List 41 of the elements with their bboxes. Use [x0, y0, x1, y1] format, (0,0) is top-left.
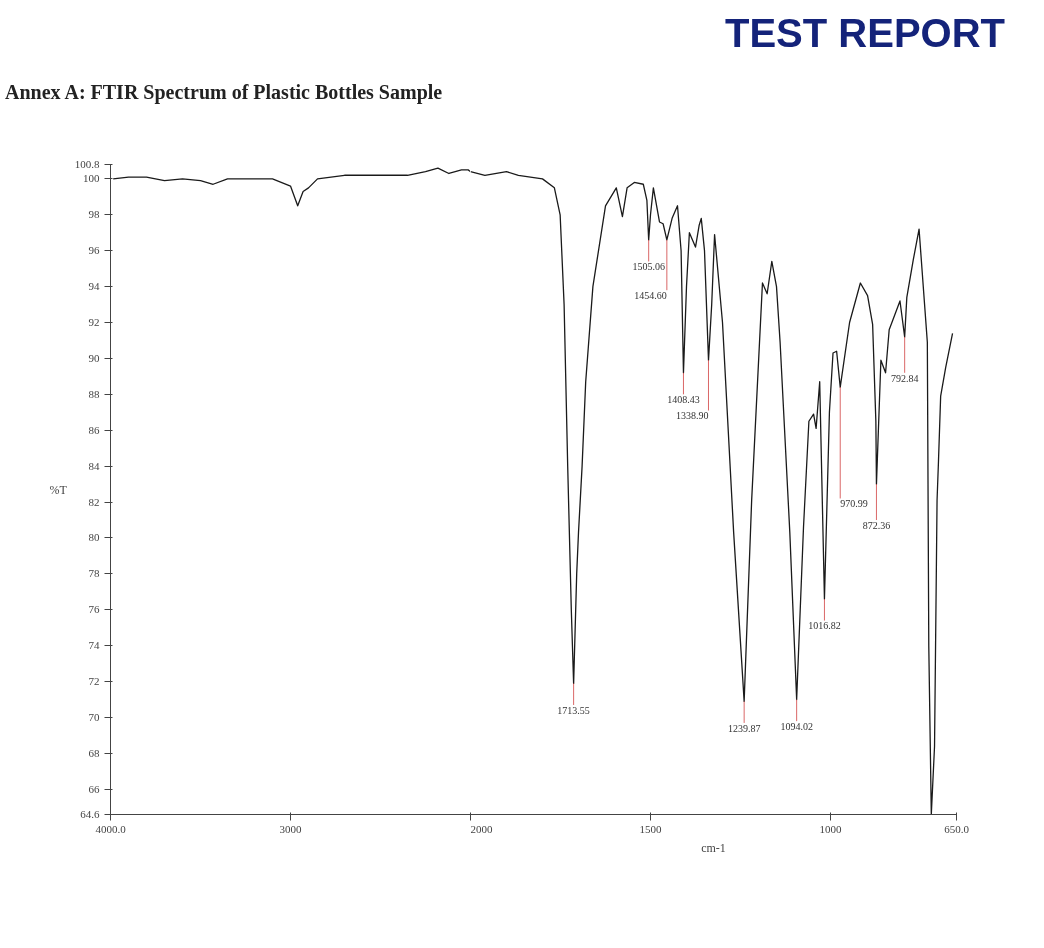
y-tick-label: 100.8: [74, 157, 100, 170]
y-tick-label: 66: [88, 782, 100, 795]
y-tick-label: 74: [88, 638, 100, 651]
y-tick-label: 76: [88, 603, 100, 616]
y-tick-label: 100: [83, 172, 100, 185]
x-tick-label: 1000: [819, 822, 842, 835]
annotation: 1338.90: [676, 409, 709, 421]
annotation: 1713.55: [557, 704, 590, 716]
annotation: 1016.82: [808, 620, 841, 632]
y-tick-label: 90: [88, 351, 100, 364]
y-tick-label: 84: [88, 459, 100, 472]
y-tick-label: 86: [88, 423, 100, 436]
x-tick-label: 3000: [279, 822, 302, 835]
x-tick-label: 4000.0: [95, 822, 127, 835]
y-tick-label: 96: [88, 243, 100, 256]
y-tick-label: 78: [88, 567, 100, 580]
y-tick-label: 98: [88, 207, 100, 220]
x-tick-label: 2000: [470, 822, 493, 835]
y-tick-label: 88: [88, 387, 100, 400]
y-tick-label: 64.6: [80, 807, 100, 820]
x-axis-title: cm-1: [701, 840, 726, 855]
annotation: 1408.43: [667, 393, 700, 405]
text: TEST REPORT: [724, 10, 1005, 57]
annotation: 1505.06: [632, 260, 665, 272]
y-tick-label: 92: [88, 315, 100, 328]
y-tick-label: 82: [88, 495, 100, 508]
y-tick-label: 94: [88, 279, 100, 292]
y-tick-label: 72: [88, 674, 100, 687]
chart-title: Annex A: FTIR Spectrum of Plastic Bottles Sample: [5, 80, 443, 106]
annotation: 970.99: [840, 497, 868, 509]
annotation: 872.36: [862, 519, 891, 531]
x-tick-label: 650.0: [944, 822, 970, 835]
annotation: 1239.87: [727, 722, 761, 734]
annotation: 1094.02: [780, 720, 813, 732]
annotation: 792.84: [890, 372, 919, 384]
y-tick-label: 80: [88, 531, 100, 544]
y-tick-label: 68: [88, 746, 100, 759]
y-tick-label: 70: [88, 710, 100, 723]
x-tick-label: 1500: [639, 822, 662, 835]
y-axis-title: %T: [49, 482, 68, 497]
annotation: 1454.60: [634, 289, 667, 301]
